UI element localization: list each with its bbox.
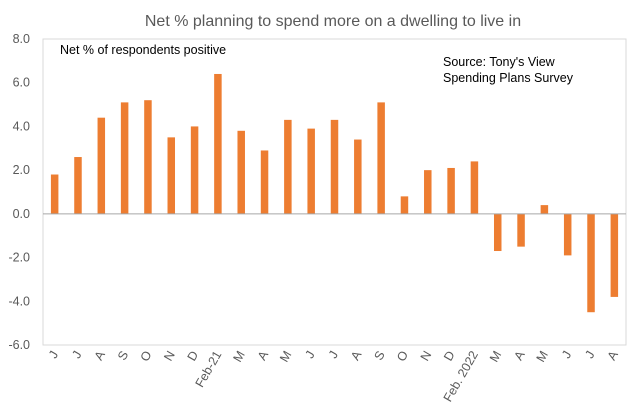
bar <box>50 174 59 214</box>
bar <box>587 213 595 313</box>
x-tick-label: A <box>92 348 109 363</box>
bar <box>424 170 432 214</box>
x-tick-label: J <box>326 349 341 361</box>
x-tick-label: D <box>441 349 458 364</box>
bar <box>284 119 292 214</box>
x-tick-label: J <box>559 349 574 361</box>
x-tick-label: M <box>277 349 294 365</box>
y-tick-label: 2.0 <box>13 163 30 177</box>
x-tick-label: O <box>138 348 155 364</box>
source-line-1: Source: Tony's View <box>443 55 556 69</box>
x-tick-label: N <box>418 349 435 364</box>
bar <box>447 167 455 214</box>
bar <box>330 119 339 214</box>
x-tick-label: D <box>185 349 202 364</box>
x-tick-label: O <box>394 348 411 364</box>
y-axis: 8.0 6.0 4.0 2.0 0.0 -2.0 -4.0 -6.0 <box>8 32 30 352</box>
bar <box>167 137 176 214</box>
chart-title: Net % planning to spend more on a dwelli… <box>145 13 521 30</box>
bar <box>144 100 152 214</box>
x-tick-label: J <box>46 349 61 361</box>
bar <box>354 139 362 214</box>
y-tick-label: -2.0 <box>8 251 30 265</box>
bar <box>214 73 222 214</box>
x-tick-label: S <box>115 349 131 363</box>
x-tick-label: S <box>371 349 387 363</box>
x-tick-label: M <box>534 349 551 365</box>
bar <box>237 130 245 214</box>
bar <box>260 150 269 214</box>
bar <box>493 213 502 252</box>
series-note: Net % of respondents positive <box>60 43 226 57</box>
y-tick-label: 4.0 <box>13 119 30 133</box>
y-tick-label: 0.0 <box>13 207 30 221</box>
bar <box>120 102 129 214</box>
source-line-2: Spending Plans Survey <box>443 71 574 85</box>
bar <box>97 117 106 214</box>
x-tick-label: A <box>255 348 272 363</box>
bar <box>377 102 385 214</box>
bar <box>610 213 619 297</box>
bar <box>517 213 525 247</box>
bar <box>400 196 409 214</box>
bar-series <box>50 73 619 313</box>
x-tick-label: J <box>582 349 597 361</box>
x-tick-label: N <box>161 349 178 364</box>
x-tick-label: M <box>487 349 504 365</box>
bar <box>307 128 315 214</box>
x-tick-label: A <box>348 348 365 363</box>
bar <box>563 213 572 256</box>
y-tick-label: 8.0 <box>13 32 30 46</box>
bar <box>74 157 82 214</box>
x-tick-label: M <box>230 349 247 365</box>
bar <box>190 126 199 214</box>
x-tick-label: J <box>69 349 84 361</box>
plot-area-frame <box>42 38 627 346</box>
bar <box>470 161 479 214</box>
x-tick-label: A <box>605 348 622 363</box>
bar <box>540 205 549 214</box>
y-tick-label: -4.0 <box>8 294 30 308</box>
y-tick-label: 6.0 <box>13 76 30 90</box>
y-tick-label: -6.0 <box>8 338 30 352</box>
x-tick-label: J <box>303 349 318 361</box>
x-tick-label: A <box>511 348 528 363</box>
